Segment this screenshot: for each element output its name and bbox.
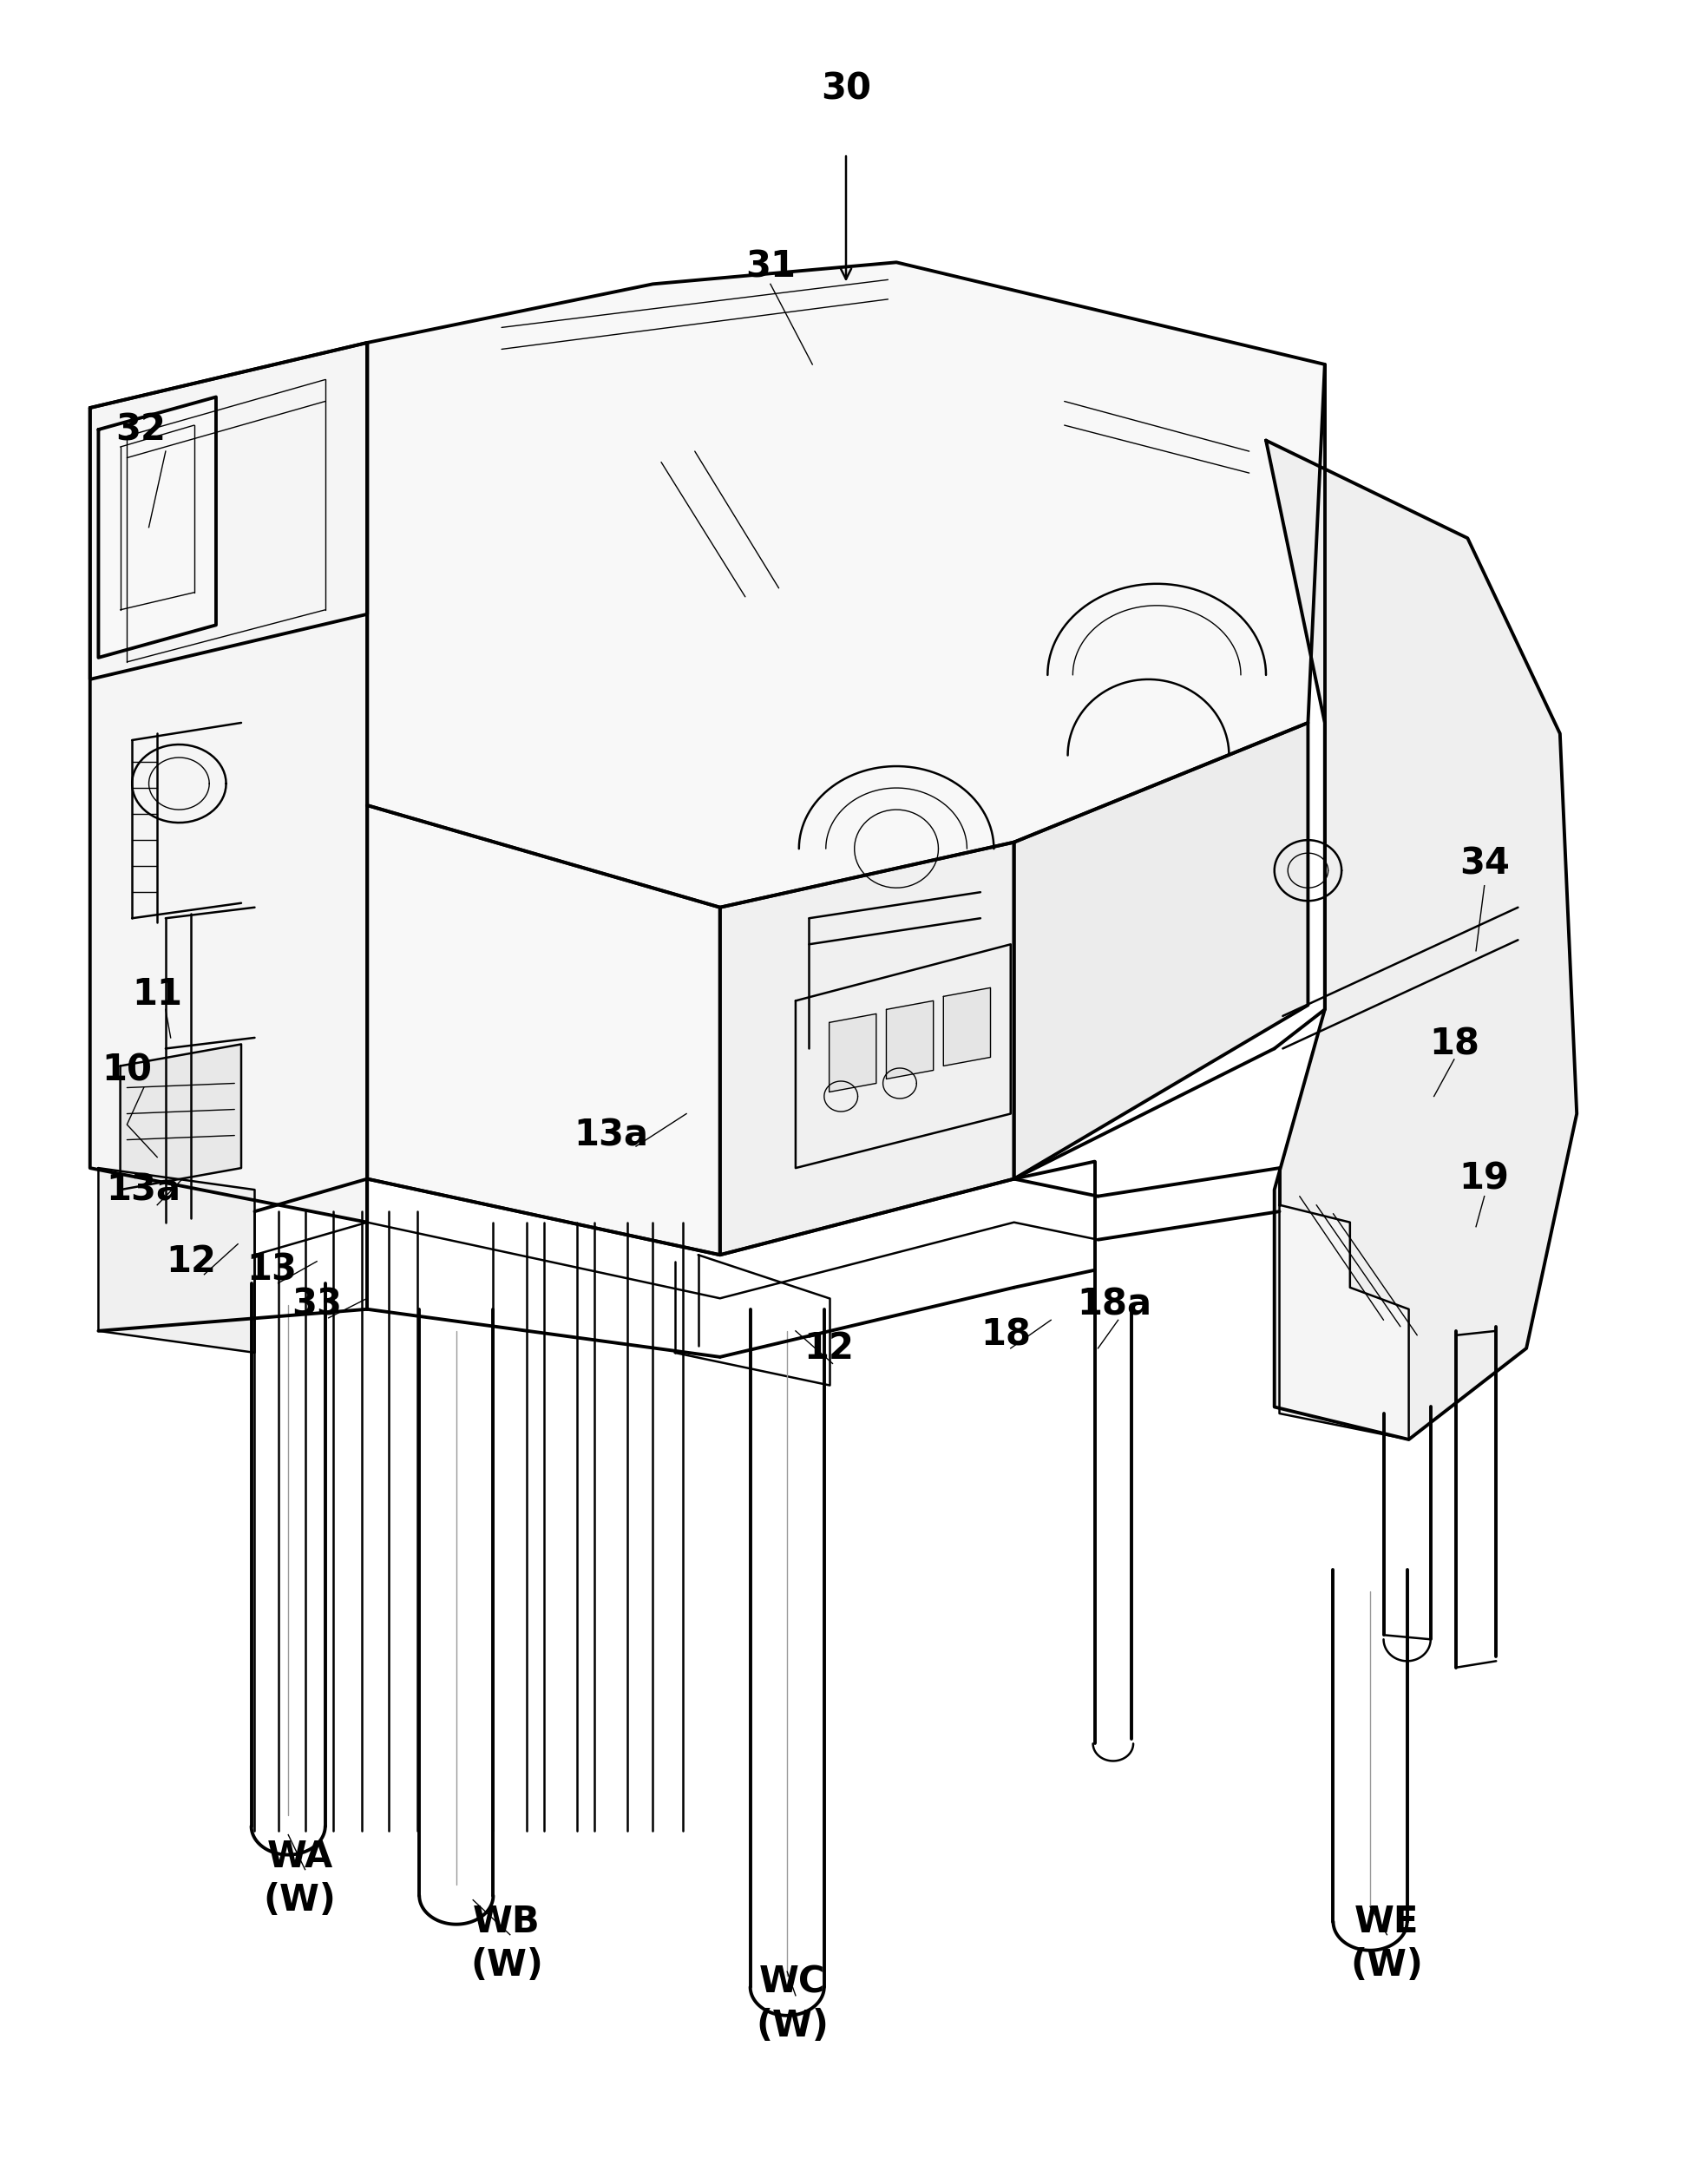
Text: WE: WE <box>1355 1904 1420 1939</box>
Text: 18: 18 <box>1430 1026 1479 1061</box>
Polygon shape <box>120 1044 242 1190</box>
Text: 18: 18 <box>980 1317 1030 1354</box>
Polygon shape <box>1266 441 1577 1439</box>
Polygon shape <box>944 987 990 1066</box>
Text: 12: 12 <box>166 1243 217 1280</box>
Text: 32: 32 <box>115 411 166 448</box>
Text: WA: WA <box>267 1839 333 1874</box>
Polygon shape <box>90 343 367 1223</box>
Text: (W): (W) <box>470 1946 543 1983</box>
Polygon shape <box>721 843 1014 1256</box>
Text: 34: 34 <box>1459 845 1509 882</box>
Polygon shape <box>98 1168 255 1352</box>
Text: 18a: 18a <box>1078 1286 1152 1324</box>
Polygon shape <box>1014 723 1308 1179</box>
Polygon shape <box>1279 1206 1409 1439</box>
Polygon shape <box>98 397 217 657</box>
Text: 10: 10 <box>102 1053 152 1088</box>
Polygon shape <box>367 806 721 1256</box>
Polygon shape <box>367 262 1325 906</box>
Text: 13a: 13a <box>107 1171 181 1208</box>
Text: (W): (W) <box>264 1883 337 1918</box>
Text: WB: WB <box>474 1904 540 1939</box>
Text: WC: WC <box>760 1963 826 2001</box>
Text: 31: 31 <box>744 249 795 284</box>
Text: 11: 11 <box>132 976 183 1013</box>
Text: 19: 19 <box>1459 1160 1509 1197</box>
Text: 12: 12 <box>804 1330 854 1367</box>
Polygon shape <box>887 1000 934 1079</box>
Polygon shape <box>829 1013 876 1092</box>
Text: 13a: 13a <box>574 1118 648 1153</box>
Text: 33: 33 <box>291 1286 342 1324</box>
Text: 30: 30 <box>821 70 871 107</box>
Text: 13: 13 <box>247 1251 296 1289</box>
Polygon shape <box>795 943 1010 1168</box>
Text: (W): (W) <box>756 2007 829 2044</box>
Polygon shape <box>90 343 367 679</box>
Text: (W): (W) <box>1350 1946 1423 1983</box>
